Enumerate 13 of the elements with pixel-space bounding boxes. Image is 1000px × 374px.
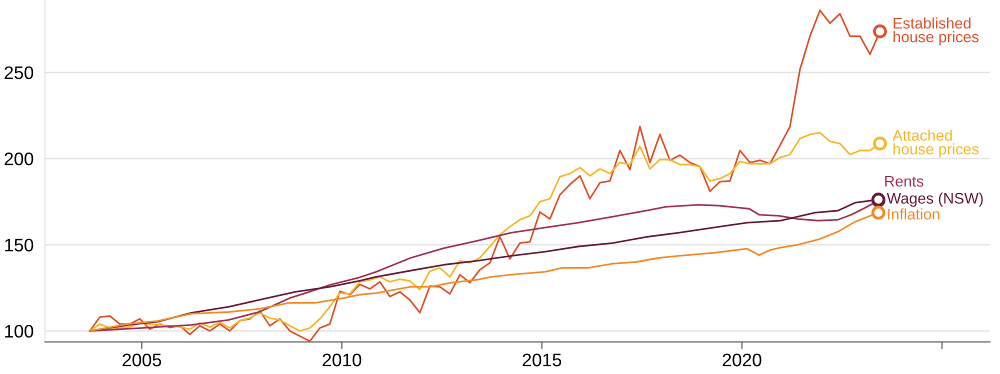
series-label: Inflation (888, 208, 940, 220)
y-tick-label: 150 (5, 238, 34, 252)
x-tick-label: 2020 (722, 354, 762, 366)
series-label: Established house prices (894, 17, 979, 46)
x-tick-label: 2010 (322, 354, 362, 366)
y-tick-label: 250 (4, 66, 34, 80)
y-tick-label: 200 (4, 152, 34, 166)
series-label: Wages (NSW) (886, 192, 983, 207)
y-tick-label: 100 (5, 324, 34, 338)
x-tick-label: 2005 (122, 354, 162, 366)
series-label: Rents (885, 176, 924, 187)
series-label: Attached house prices (892, 130, 979, 158)
x-tick-label: 2015 (522, 354, 562, 366)
